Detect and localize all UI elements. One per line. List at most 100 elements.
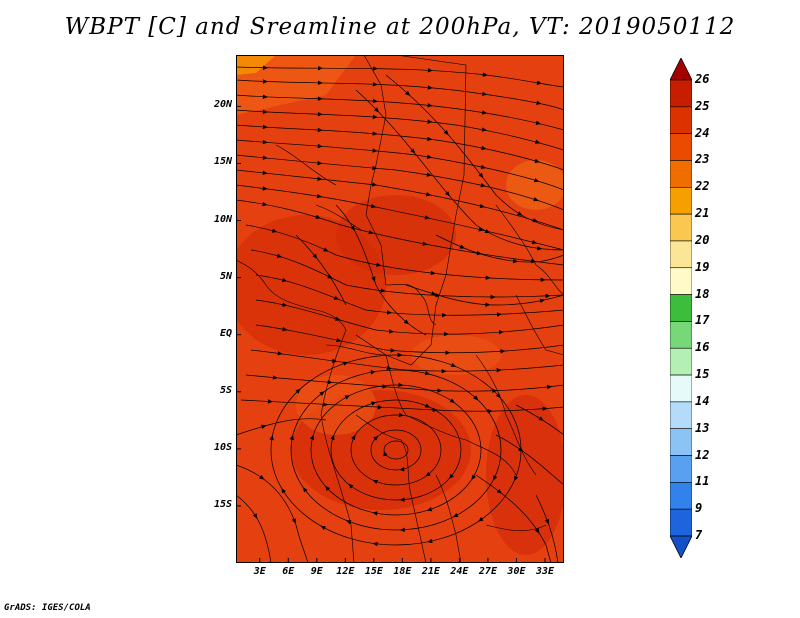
streamline-arrowhead [473,395,479,401]
streamline-arrowhead [320,525,326,531]
lon-label: 21E [421,566,440,577]
streamline-arrowhead [444,191,450,197]
streamline-arrowhead [538,416,544,421]
colorbar-swatch [670,508,692,537]
streamline-arrowhead [262,201,268,207]
streamline-arrowhead [261,424,267,429]
colorbar-swatch [670,267,692,295]
streamline-arrowhead [390,348,396,353]
streamline-arrowhead [282,302,288,307]
streamline-arrowhead [536,80,543,85]
streamline-arrowhead [480,182,486,188]
streamline-arrowhead [492,388,498,394]
streamline-arrowhead [281,277,288,283]
streamline-arrowhead [323,247,329,252]
streamline-arrowhead [332,358,338,363]
streamline-arrowhead [327,274,333,279]
streamline-arrowhead [427,85,433,90]
streamline-arrowhead [262,124,268,130]
map-frame [236,55,564,563]
streamline-arrowhead [269,435,274,441]
streamline-arrowhead [424,215,431,220]
streamline-arrowhead [403,319,410,325]
streamline-arrowhead [545,293,551,299]
streamline-arrowhead [373,107,379,113]
streamline-arrowhead [490,294,496,300]
cyclonic-streamlines [236,354,564,563]
streamline-arrowhead [437,388,443,393]
streamline-arrowhead [452,512,459,518]
streamline-arrowhead [482,91,488,97]
streamline-arrowhead [427,103,433,108]
streamline-arrowhead [333,295,340,300]
streamline-arrowhead [441,368,447,374]
streamline-arrowhead [383,450,388,457]
streamline-arrowhead [478,227,484,232]
colorbar-level-label: 22 [695,179,710,194]
streamline-arrowhead [348,483,354,489]
streamline-arrowhead [262,65,268,70]
colorbar-level-label: 15 [695,367,710,382]
streamline-arrowhead [262,94,268,99]
streamline-arrowhead [517,211,523,216]
streamline-arrowhead [399,497,405,502]
streamline-arrowhead [427,538,433,544]
streamline-arrowhead [258,474,265,480]
streamline-arrowhead [276,253,283,258]
colorbar-swatch [670,482,692,510]
lat-label: 15S [213,498,232,510]
colorbar-level-label: 17 [695,313,710,328]
lat-label: 20N [213,99,232,111]
streamline-arrowhead [535,120,542,125]
streamline-arrowhead [399,467,405,472]
streamline-arrowhead [372,131,378,136]
colorbar-level-label: 13 [695,420,710,435]
lat-label: 5N [219,270,232,282]
lon-label: 12E [336,566,355,577]
streamline-arrowhead [317,96,323,101]
lat-label: EQ [219,327,232,339]
streamline-arrowhead [425,471,431,477]
streamline-arrowhead [281,487,286,494]
streamline-arrowhead [325,485,331,492]
streamline-map [236,55,564,563]
streamline-arrows [252,65,553,547]
streamline-arrowhead [534,528,540,534]
streamline-arrowhead [373,435,379,441]
streamline-arrowhead [282,326,288,332]
streamline-arrowhead [540,277,546,283]
streamline-arrowhead [372,511,378,516]
colorbar [670,58,692,558]
streamline-arrowhead [342,361,349,366]
streamline-arrowhead [252,513,258,519]
streamline-arrowhead [317,65,323,71]
streamline-arrowhead [370,203,377,209]
streamline-arrowhead [302,487,308,493]
lon-label: 18E [393,566,412,577]
streamline-arrowhead [430,270,436,276]
lon-label: 24E [450,566,469,577]
colorbar-min-arrow [670,535,692,558]
streamline-arrowhead [372,98,378,104]
streamline-arrowhead [426,172,432,177]
lon-label: 6E [282,566,295,577]
lat-label: 5S [219,384,232,396]
streamline-arrowhead [513,258,519,264]
footer-credit: GrADS: IGES/COLA [4,603,91,613]
streamline-arrowhead [476,250,482,256]
streamline-arrowhead [267,399,273,404]
colorbar-level-label: 23 [695,152,710,167]
colorbar-swatch [670,294,692,322]
streamline-arrowhead [316,193,323,199]
streamline-arrowhead [431,291,437,296]
streamline-arrowhead [398,412,404,418]
colorbar-swatch [670,133,692,161]
streamline-arrowhead [546,384,553,390]
streamline-arrowhead [427,68,433,73]
streamline-arrowhead [405,90,411,96]
colorbar-swatch [670,401,692,430]
streamline-arrowhead [532,218,539,223]
streamline-arrowhead [315,214,321,220]
colorbar-swatch [670,79,692,108]
streamline-arrowhead [426,507,433,512]
